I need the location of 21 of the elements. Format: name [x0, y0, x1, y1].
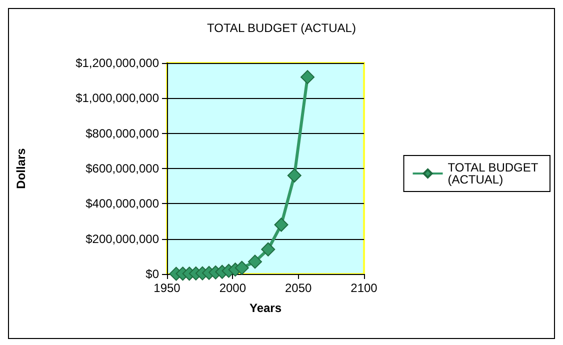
legend-label: TOTAL BUDGET (ACTUAL): [448, 160, 542, 186]
x-tick-label: 2000: [219, 281, 246, 295]
y-tick-label: $600,000,000: [86, 162, 160, 176]
y-tick-label: $800,000,000: [86, 126, 160, 140]
x-axis-title: Years: [249, 301, 282, 315]
point: [248, 254, 262, 269]
y-tick-label: $400,000,000: [86, 196, 160, 211]
point: [300, 70, 315, 84]
point: [261, 242, 276, 256]
point: [234, 260, 249, 275]
y-tick-label: $0: [146, 267, 160, 281]
point: [274, 218, 288, 232]
y-tick-label: $1,200,000,000: [76, 56, 160, 70]
y-axis-title: Dollars: [14, 148, 28, 189]
x-tick-label: 2050: [284, 281, 312, 295]
x-tick-label: 2100: [350, 281, 378, 295]
y-tick-label: $200,000,000: [86, 232, 160, 246]
y-tick-label: $1,000,000,000: [76, 91, 160, 106]
chart-title: TOTAL BUDGET (ACTUAL): [207, 21, 356, 35]
x-tick-label: 1950: [154, 281, 181, 295]
point: [287, 168, 302, 183]
